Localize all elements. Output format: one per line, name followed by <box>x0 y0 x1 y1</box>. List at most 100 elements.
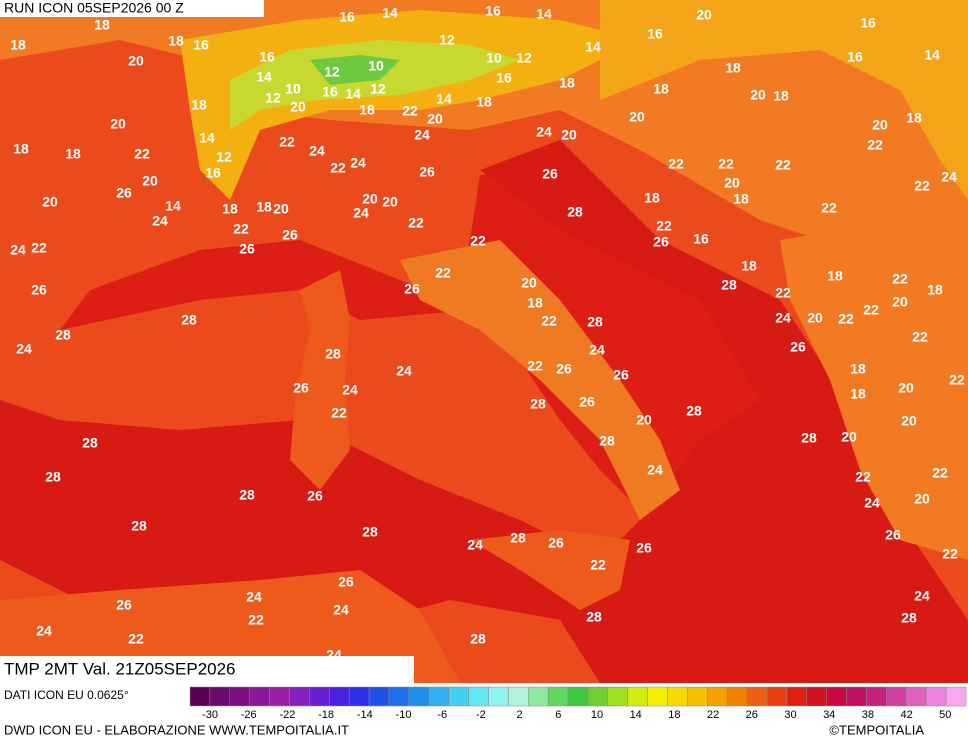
temperature-label: 26 <box>653 234 669 250</box>
temperature-label: 14 <box>165 198 181 214</box>
temperature-label: 28 <box>181 312 197 328</box>
temperature-label: 18 <box>725 60 741 76</box>
temperature-label: 24 <box>309 143 325 159</box>
temperature-label: 20 <box>914 491 930 507</box>
temperature-label: 16 <box>860 15 876 31</box>
temperature-label: 16 <box>322 84 338 100</box>
temperature-label: 18 <box>741 258 757 274</box>
temperature-label: 26 <box>404 281 420 297</box>
temperature-label: 28 <box>530 396 546 412</box>
temperature-label: 24 <box>914 588 930 604</box>
temperature-label: 22 <box>541 313 557 329</box>
colorbar-cell <box>886 686 907 707</box>
colorbar-tick-label: 30 <box>784 709 796 721</box>
colorbar-cell <box>627 686 648 707</box>
colorbar-cell <box>249 686 270 707</box>
temperature-label: 18 <box>527 295 543 311</box>
italian-peninsula <box>400 240 680 520</box>
temperature-label: 24 <box>536 124 552 140</box>
credit-label: DWD ICON EU - ELABORAZIONE WWW.TEMPOITAL… <box>4 722 349 737</box>
temperature-label: 14 <box>436 91 452 107</box>
colorbar-cell <box>826 686 847 707</box>
temperature-label: 20 <box>807 310 823 326</box>
temperature-label: 24 <box>333 602 349 618</box>
copyright-label: ©TEMPOITALIA <box>829 722 924 737</box>
colorbar-cell <box>667 686 688 707</box>
temperature-label: 14 <box>256 69 272 85</box>
temperature-label: 18 <box>653 81 669 97</box>
colorbar-cell <box>229 686 250 707</box>
temperature-label: 14 <box>199 130 215 146</box>
temperature-label: 22 <box>435 265 451 281</box>
temperature-label: 18 <box>94 17 110 33</box>
colorbar-tick-label: -14 <box>357 709 373 721</box>
temperature-label: 28 <box>586 609 602 625</box>
temperature-label: 18 <box>476 94 492 110</box>
temperature-label: 22 <box>233 221 249 237</box>
colorbar-tick-label: -30 <box>202 709 218 721</box>
temperature-label: 28 <box>567 204 583 220</box>
temperature-label: 20 <box>750 87 766 103</box>
temperature-label: 20 <box>872 117 888 133</box>
temperature-label: 22 <box>914 178 930 194</box>
temperature-label: 28 <box>325 346 341 362</box>
temperature-label: 20 <box>841 429 857 445</box>
temperature-label: 24 <box>342 382 358 398</box>
temperature-label: 24 <box>10 242 26 258</box>
colorbar-cell <box>746 686 768 707</box>
temperature-label: 28 <box>599 433 615 449</box>
temperature-label: 28 <box>82 435 98 451</box>
temperature-label: 26 <box>636 540 652 556</box>
temperature-label: 26 <box>239 241 255 257</box>
temperature-label: 16 <box>193 37 209 53</box>
temperature-label: 10 <box>285 81 301 97</box>
temperature-label: 20 <box>42 194 58 210</box>
colorbar-cell <box>488 686 509 707</box>
colorbar-cell <box>687 686 708 707</box>
temperature-label: 20 <box>142 173 158 189</box>
temperature-label: 22 <box>31 240 47 256</box>
colorbar-cell <box>289 686 310 707</box>
temperature-label: 22 <box>867 137 883 153</box>
temperature-label: 22 <box>892 271 908 287</box>
temperature-label: 20 <box>724 175 740 191</box>
temperature-label: 16 <box>339 9 355 25</box>
temperature-label: 20 <box>629 109 645 125</box>
colorbar-cell <box>726 686 748 707</box>
temperature-label: 18 <box>850 361 866 377</box>
temperature-label: 18 <box>906 110 922 126</box>
temperature-label: 24 <box>16 341 32 357</box>
colorbar-tick-label: 22 <box>707 709 719 721</box>
temperature-label: 24 <box>152 213 168 229</box>
alps-high <box>230 40 520 130</box>
temperature-label: 22 <box>949 372 965 388</box>
temperature-label: 24 <box>647 462 663 478</box>
colorbar-cell <box>448 686 469 707</box>
temperature-label: 26 <box>542 166 558 182</box>
colorbar-cell <box>945 686 967 707</box>
temperature-label: 24 <box>36 623 52 639</box>
colorbar-tick-label: -2 <box>476 709 486 721</box>
temperature-label: 10 <box>486 50 502 66</box>
temperature-label: 28 <box>587 314 603 330</box>
tyrrhenian-sea <box>60 170 760 560</box>
colorbar-cell <box>925 686 947 707</box>
colorbar-cell <box>269 686 290 707</box>
colorbar-cell <box>647 686 668 707</box>
temperature-label: 20 <box>561 127 577 143</box>
colorbar-cell <box>528 686 549 707</box>
temperature-label: 16 <box>496 70 512 86</box>
temperature-label: 18 <box>168 33 184 49</box>
colorbar-tick-label: 42 <box>900 709 912 721</box>
colorbar-tick-label: 26 <box>746 709 758 721</box>
temperature-label: 18 <box>773 88 789 104</box>
colorbar-cell <box>468 686 489 707</box>
temperature-label: 14 <box>345 86 361 102</box>
temperature-label: 24 <box>326 647 342 663</box>
temperature-label: 26 <box>790 339 806 355</box>
temperature-label: 18 <box>10 37 26 53</box>
temperature-label: 28 <box>801 430 817 446</box>
colorbar-cell <box>309 686 330 707</box>
temperature-label: 20 <box>110 116 126 132</box>
